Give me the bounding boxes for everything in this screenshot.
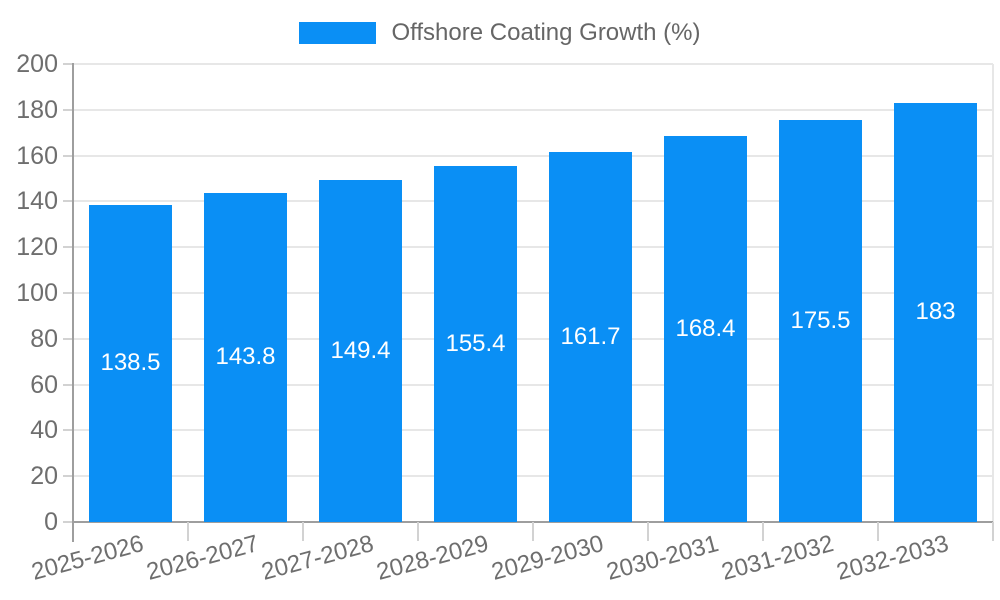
x-axis-label-2028-2029: 2028-2029: [373, 530, 492, 586]
y-axis-label: 80: [30, 324, 58, 353]
y-axis-label: 200: [16, 50, 58, 78]
x-axis-label-2029-2030: 2029-2030: [488, 530, 607, 586]
y-gridline: [73, 154, 993, 157]
y-tick: [63, 63, 73, 65]
y-axis-label: 180: [16, 95, 58, 124]
y-gridline: [73, 429, 993, 432]
y-tick: [63, 521, 73, 523]
y-gridline: [73, 337, 993, 340]
y-gridline: [73, 63, 993, 65]
bar-value-label: 161.7: [560, 322, 621, 350]
bar-2031-2032[interactable]: 175.5: [779, 120, 862, 522]
bar-value-label: 155.4: [445, 330, 506, 358]
bar-2026-2027[interactable]: 143.8: [204, 192, 287, 522]
y-axis-label: 40: [30, 416, 58, 445]
x-axis-label-2026-2027: 2026-2027: [143, 530, 262, 586]
y-tick: [63, 246, 73, 249]
y-tick: [63, 108, 73, 111]
bar-value-label: 175.5: [790, 307, 851, 335]
bar-2032-2033[interactable]: 183: [894, 102, 977, 522]
x-axis-label-2032-2033: 2032-2033: [833, 530, 952, 586]
y-gridline: [73, 383, 993, 386]
legend-item-offshore-coating-growth[interactable]: Offshore Coating Growth (%): [299, 19, 701, 46]
bar-value-label: 143.8: [215, 343, 276, 371]
bar-value-label: 168.4: [675, 315, 736, 343]
y-tick: [63, 475, 73, 478]
y-axis-label: 140: [16, 187, 58, 216]
bar-2028-2029[interactable]: 155.4: [434, 166, 517, 522]
y-axis-label: 20: [30, 462, 58, 491]
y-gridline: [73, 108, 993, 111]
y-axis-line: [72, 63, 74, 542]
bar-2025-2026[interactable]: 138.5: [89, 204, 172, 522]
bar-value-label: 138.5: [100, 349, 161, 377]
y-axis-label: 120: [16, 233, 58, 262]
y-tick: [63, 429, 73, 432]
x-tick: [762, 522, 764, 541]
bar-value-label: 183: [915, 298, 956, 326]
bar-value-label: 149.4: [330, 336, 391, 364]
x-axis-label-2031-2032: 2031-2032: [718, 530, 837, 586]
plot-right-border: [992, 64, 994, 522]
x-tick: [992, 522, 994, 541]
y-gridline: [73, 246, 993, 249]
y-axis-label: 100: [16, 279, 58, 307]
x-tick: [302, 522, 304, 541]
bar-2030-2031[interactable]: 168.4: [664, 136, 747, 522]
x-axis-label-2025-2026: 2025-2026: [28, 530, 147, 586]
bar-2029-2030[interactable]: 161.7: [549, 151, 632, 522]
y-axis-label: 0: [44, 508, 58, 536]
y-gridline: [73, 292, 993, 294]
y-gridline: [73, 475, 993, 478]
x-tick: [647, 522, 649, 541]
legend-label: Offshore Coating Growth (%): [391, 19, 701, 46]
y-tick: [63, 200, 73, 203]
x-tick: [532, 522, 534, 541]
y-tick: [63, 292, 73, 294]
x-tick: [877, 522, 879, 541]
legend-swatch-icon: [299, 22, 377, 44]
x-axis-label-2030-2031: 2030-2031: [603, 530, 722, 586]
y-axis-label: 160: [16, 141, 58, 170]
chart-legend: Offshore Coating Growth (%): [0, 20, 1000, 46]
y-gridline: [73, 200, 993, 203]
y-tick: [63, 383, 73, 386]
y-axis-label: 60: [30, 370, 58, 399]
x-tick: [187, 522, 189, 541]
y-tick: [63, 154, 73, 157]
x-axis-label-2027-2028: 2027-2028: [258, 530, 377, 586]
bar-2027-2028[interactable]: 149.4: [319, 179, 402, 522]
y-tick: [63, 337, 73, 340]
x-tick: [417, 522, 419, 541]
